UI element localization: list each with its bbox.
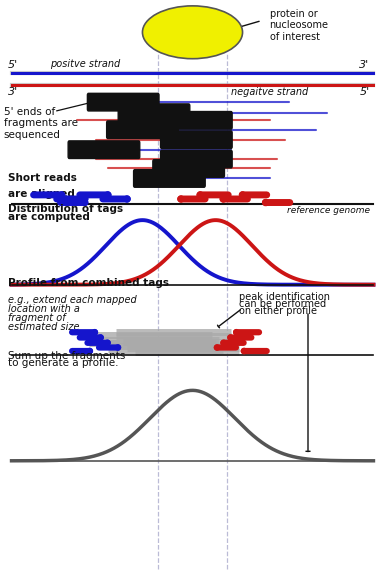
Text: reference genome: reference genome [286, 206, 370, 215]
Text: Profile from combined tags: Profile from combined tags [8, 278, 169, 288]
FancyBboxPatch shape [153, 160, 224, 177]
FancyBboxPatch shape [87, 93, 159, 111]
Text: negaitve strand: negaitve strand [231, 87, 308, 97]
FancyBboxPatch shape [161, 112, 232, 129]
Text: are computed: are computed [8, 212, 90, 222]
Text: 5' ends of
fragments are
sequenced: 5' ends of fragments are sequenced [4, 107, 78, 140]
Text: on either profile: on either profile [239, 306, 317, 316]
FancyBboxPatch shape [134, 170, 205, 187]
Text: are aligned: are aligned [8, 189, 75, 199]
Text: 3': 3' [360, 60, 370, 70]
Text: peak identification: peak identification [239, 292, 330, 302]
Text: e.g., extend each mapped: e.g., extend each mapped [8, 295, 136, 305]
FancyBboxPatch shape [68, 141, 140, 158]
Text: to generate a profile.: to generate a profile. [8, 358, 118, 368]
Text: protein or
nucleosome
of interest: protein or nucleosome of interest [270, 9, 328, 42]
Ellipse shape [142, 6, 243, 59]
FancyBboxPatch shape [161, 150, 232, 168]
FancyBboxPatch shape [107, 121, 178, 139]
Text: Short reads: Short reads [8, 173, 77, 183]
Text: 3': 3' [8, 87, 18, 97]
Text: 5': 5' [8, 60, 18, 70]
Text: location with a: location with a [8, 304, 80, 314]
Text: 5': 5' [360, 87, 370, 97]
Text: Sum up the fragments: Sum up the fragments [8, 351, 125, 361]
Text: positve strand: positve strand [50, 59, 120, 69]
Text: estimated size: estimated size [8, 322, 79, 332]
Text: can be performed: can be performed [239, 299, 326, 309]
Text: fragment of: fragment of [8, 313, 65, 323]
FancyBboxPatch shape [118, 104, 190, 122]
Text: Distribution of tags: Distribution of tags [8, 204, 123, 214]
FancyBboxPatch shape [161, 131, 232, 149]
